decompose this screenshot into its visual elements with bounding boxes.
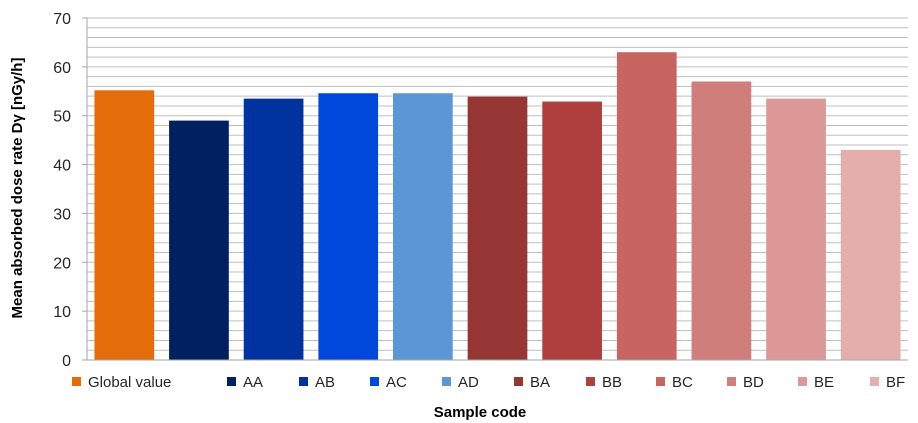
legend-swatch	[870, 377, 879, 386]
y-tick-label: 60	[53, 60, 71, 77]
legend-label: BD	[743, 374, 764, 391]
axes	[82, 17, 908, 361]
y-tick-label: 0	[62, 353, 71, 370]
y-tick-label: 10	[53, 304, 71, 321]
bars	[94, 52, 901, 361]
legend-swatch	[227, 377, 236, 386]
y-tick-label: 20	[53, 255, 71, 272]
bar	[467, 96, 528, 360]
legend-swatch	[727, 377, 736, 386]
bar	[691, 81, 752, 360]
legend-swatch	[656, 377, 665, 386]
legend-swatch	[72, 377, 81, 386]
y-tick-label: 30	[53, 206, 71, 223]
legend-label: AA	[243, 374, 263, 391]
bar	[318, 93, 379, 361]
legend-label: Global value	[88, 374, 171, 391]
legend-swatch	[299, 377, 308, 386]
legend-label: BF	[886, 374, 905, 391]
legend-label: AC	[386, 374, 407, 391]
legend-swatch	[586, 377, 595, 386]
bar	[393, 93, 453, 361]
legend-label: BC	[672, 374, 693, 391]
y-tick-label: 70	[53, 11, 71, 28]
x-axis-title: Sample code	[434, 404, 527, 421]
bar	[840, 149, 901, 360]
legend-label: BB	[602, 374, 622, 391]
legend-swatch	[798, 377, 807, 386]
legend-swatch	[370, 377, 379, 386]
bar	[616, 52, 677, 360]
legend-label: AD	[458, 374, 479, 391]
y-axis-title: Mean absorbed dose rate Dγ [nGy/h]	[9, 58, 26, 319]
bar	[169, 120, 229, 360]
bar	[766, 98, 826, 360]
legend-label: BA	[530, 374, 550, 391]
bar	[243, 98, 304, 360]
y-tick-label: 50	[53, 109, 71, 126]
legend: Global value AA AB AC AD BA BB BC BD BE BF	[72, 374, 905, 391]
bar	[542, 101, 602, 360]
legend-swatch	[442, 377, 451, 386]
legend-label: BE	[814, 374, 834, 391]
legend-label: AB	[315, 374, 335, 391]
bar	[94, 90, 155, 361]
y-tick-label: 40	[53, 158, 71, 175]
legend-swatch	[514, 377, 523, 386]
y-tick-labels: 0 10 20 30 40 50 60 70	[53, 11, 71, 370]
